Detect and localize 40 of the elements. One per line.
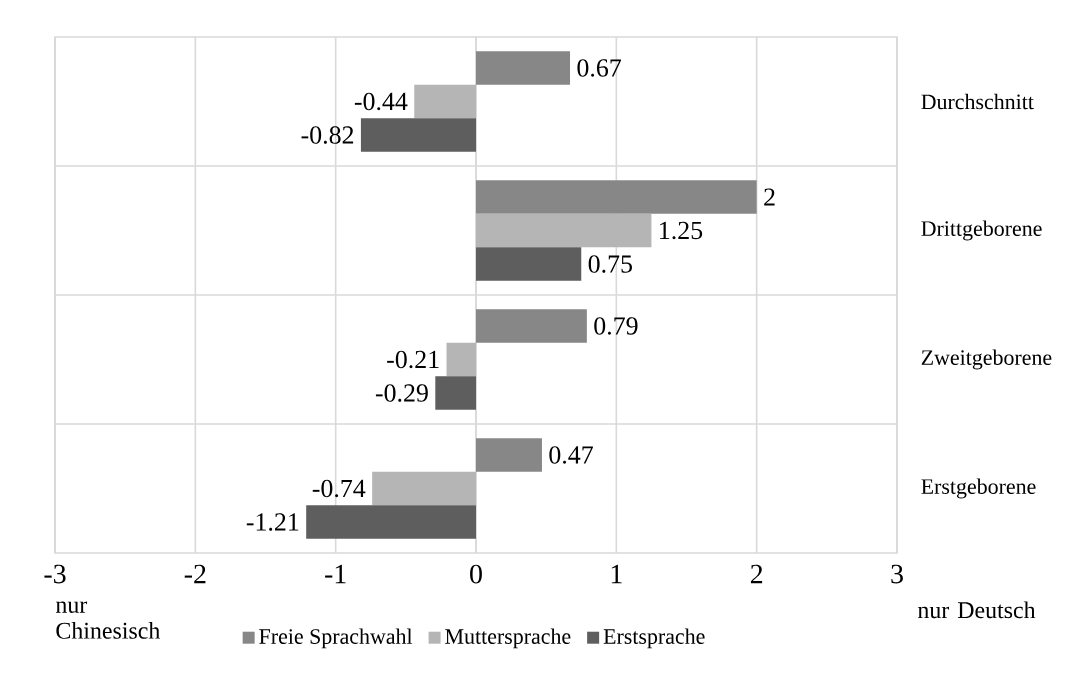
bar	[476, 438, 542, 472]
x-tick-label: 2	[750, 564, 763, 584]
data-label: -0.29	[375, 384, 428, 402]
bar	[306, 505, 476, 539]
bar	[360, 118, 476, 152]
x-tick-label: -1	[325, 564, 346, 584]
data-label: 0.79	[594, 317, 638, 335]
y-tick-label: Drittgeborene	[921, 220, 1042, 241]
bar	[446, 342, 476, 377]
bar	[435, 376, 476, 410]
y-tick-label: Durchschnitt	[921, 93, 1034, 110]
legend-label: Muttersprache	[445, 628, 571, 649]
y-tick-label: Zweitgeborene	[921, 349, 1052, 370]
legend-label: Freie Sprachwahl	[259, 628, 413, 649]
bar	[476, 309, 587, 343]
data-label: 0.75	[588, 255, 632, 273]
bar	[476, 213, 652, 248]
x-tick-label: -2	[184, 564, 206, 584]
y-tick-label: Erstgeborene	[921, 478, 1036, 499]
data-label: -0.44	[354, 92, 408, 111]
text: nur Chinesisch	[55, 601, 161, 639]
x-tick-label: 0	[470, 564, 482, 584]
bar	[414, 84, 476, 119]
data-label: -1.21	[246, 513, 299, 531]
data-label: 1.25	[660, 221, 703, 240]
text: nur Deutsch	[917, 601, 1036, 619]
bar	[476, 247, 582, 281]
legend-label: Erstsprache	[603, 628, 705, 649]
data-label: 0.47	[549, 446, 593, 464]
data-label: -0.82	[301, 126, 354, 144]
data-label: 0.67	[577, 59, 622, 77]
bar	[476, 51, 571, 85]
x-tick-label: -3	[44, 564, 66, 584]
data-label: -0.21	[387, 350, 439, 369]
x-tick-label: 1	[611, 564, 622, 584]
data-label: 2	[764, 188, 775, 206]
bar	[372, 471, 476, 506]
bar	[476, 180, 757, 214]
x-tick-label: 3	[891, 564, 903, 584]
data-label: -0.74	[312, 479, 366, 498]
